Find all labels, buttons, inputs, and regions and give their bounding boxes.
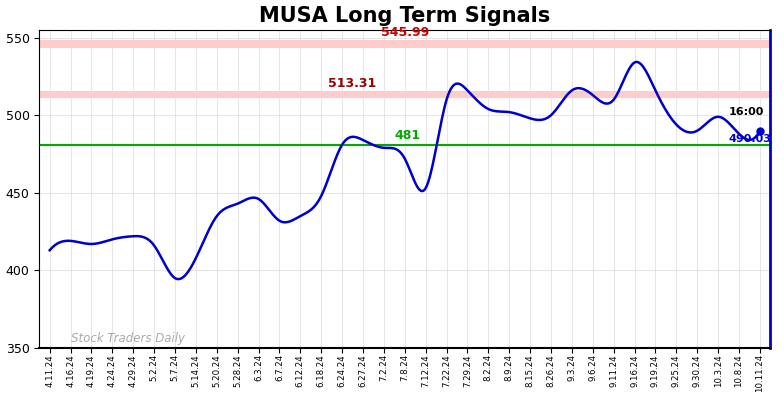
Bar bbox=[39, 91, 771, 98]
Text: 545.99: 545.99 bbox=[381, 26, 429, 39]
Text: 16:00: 16:00 bbox=[728, 107, 764, 117]
Point bbox=[753, 127, 766, 134]
Text: 481: 481 bbox=[394, 129, 420, 142]
Bar bbox=[39, 40, 771, 48]
Text: 513.31: 513.31 bbox=[328, 77, 376, 90]
Text: 490.03: 490.03 bbox=[728, 134, 771, 144]
Title: MUSA Long Term Signals: MUSA Long Term Signals bbox=[260, 6, 550, 25]
Text: Stock Traders Daily: Stock Traders Daily bbox=[71, 332, 184, 345]
